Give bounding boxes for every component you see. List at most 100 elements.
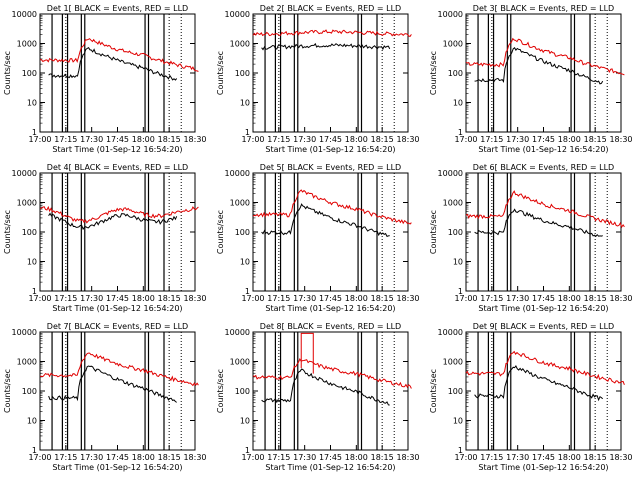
panel-title: Det 5[ BLACK = Events, RED = LLD (260, 163, 401, 172)
y-axis-label: Counts/sec (3, 369, 12, 413)
x-tick-label: 17:15 (267, 453, 290, 462)
panel-title: Det 9[ BLACK = Events, RED = LLD (473, 322, 614, 331)
x-tick-label: 17:15 (480, 453, 503, 462)
y-tick-label: 1000 (443, 199, 463, 208)
x-tick-label: 17:00 (241, 135, 264, 144)
y-axis-label: Counts/sec (3, 210, 12, 254)
y-tick-label: 10000 (225, 10, 250, 19)
x-tick-label: 18:00 (132, 135, 155, 144)
panel-title: Det 6[ BLACK = Events, RED = LLD (473, 163, 614, 172)
x-tick-label: 18:30 (396, 453, 419, 462)
detector-panel-9: Det 9[ BLACK = Events, RED = LLD Counts/s… (429, 322, 633, 472)
y-tick-label: 1 (32, 128, 37, 137)
panel-title: Det 3[ BLACK = Events, RED = LLD (473, 4, 614, 13)
x-tick-label: 18:15 (584, 294, 607, 303)
y-axis-label: Counts/sec (216, 210, 225, 254)
lld-series-line (465, 350, 625, 385)
x-axis-label: Start Time (01-Sep-12 16:54:20) (478, 463, 608, 472)
x-tick-label: 17:30 (506, 135, 529, 144)
detector-panel-6: Det 6[ BLACK = Events, RED = LLD Counts/s… (429, 163, 633, 313)
y-tick-label: 100 (235, 387, 250, 396)
y-tick-label: 100 (235, 228, 250, 237)
x-axis-label: Start Time (01-Sep-12 16:54:20) (52, 463, 182, 472)
x-tick-label: 18:30 (609, 294, 632, 303)
events-series-line (48, 212, 178, 231)
lld-series-line (252, 358, 412, 389)
panel-title: Det 2[ BLACK = Events, RED = LLD (260, 4, 401, 13)
events-series-line (261, 203, 390, 238)
panel-title: Det 4[ BLACK = Events, RED = LLD (47, 163, 188, 172)
x-tick-label: 17:15 (267, 294, 290, 303)
x-axis-label: Start Time (01-Sep-12 16:54:20) (265, 463, 395, 472)
lld-series-line (39, 352, 199, 387)
x-tick-label: 18:30 (183, 135, 206, 144)
y-tick-label: 10000 (225, 328, 250, 337)
x-tick-label: 17:45 (532, 135, 555, 144)
y-tick-label: 10000 (438, 10, 463, 19)
x-tick-label: 18:15 (584, 135, 607, 144)
x-tick-label: 17:00 (454, 135, 477, 144)
y-tick-label: 100 (448, 69, 463, 78)
y-tick-label: 10000 (12, 328, 37, 337)
x-tick-label: 18:00 (345, 135, 368, 144)
events-series-line (474, 365, 604, 402)
y-axis-label: Counts/sec (429, 51, 438, 95)
x-axis-label: Start Time (01-Sep-12 16:54:20) (478, 304, 608, 313)
y-tick-label: 10000 (12, 10, 37, 19)
x-tick-label: 17:15 (480, 135, 503, 144)
lld-series-line (465, 190, 625, 229)
y-tick-label: 1 (32, 446, 37, 455)
x-tick-label: 18:30 (609, 453, 632, 462)
events-series-line (474, 208, 603, 237)
detector-panel-5: Det 5[ BLACK = Events, RED = LLD Counts/s… (216, 163, 420, 313)
x-tick-label: 17:30 (80, 453, 103, 462)
x-tick-label: 17:45 (532, 294, 555, 303)
x-tick-label: 18:15 (371, 294, 394, 303)
y-tick-label: 1 (458, 128, 463, 137)
x-tick-label: 18:30 (609, 135, 632, 144)
x-tick-label: 17:45 (106, 294, 129, 303)
y-tick-label: 1 (245, 287, 250, 296)
x-tick-label: 17:30 (80, 135, 103, 144)
y-tick-label: 1000 (17, 199, 37, 208)
x-tick-label: 18:30 (183, 294, 206, 303)
events-series-line (48, 47, 178, 81)
y-tick-label: 10000 (438, 169, 463, 178)
y-tick-label: 1000 (17, 40, 37, 49)
x-tick-label: 17:30 (293, 135, 316, 144)
x-tick-label: 17:45 (106, 135, 129, 144)
y-tick-label: 10000 (438, 328, 463, 337)
events-series-line (261, 368, 390, 406)
x-tick-label: 18:00 (132, 453, 155, 462)
x-tick-label: 17:15 (54, 135, 77, 144)
detector-panel-2: Det 2[ BLACK = Events, RED = LLD Counts/s… (216, 4, 420, 154)
x-tick-label: 18:15 (158, 294, 181, 303)
lld-series-line (252, 189, 412, 225)
x-tick-label: 18:00 (345, 294, 368, 303)
detector-panel-8: Det 8[ BLACK = Events, RED = LLD Counts/s… (216, 322, 420, 472)
x-tick-label: 18:00 (558, 294, 581, 303)
y-tick-label: 100 (22, 387, 37, 396)
x-tick-label: 18:30 (183, 453, 206, 462)
panel-title: Det 1[ BLACK = Events, RED = LLD (47, 4, 188, 13)
x-axis-label: Start Time (01-Sep-12 16:54:20) (478, 145, 608, 154)
x-tick-label: 17:00 (28, 135, 51, 144)
events-series-line (48, 365, 177, 403)
events-series-line (474, 46, 604, 85)
y-axis-label: Counts/sec (216, 51, 225, 95)
y-tick-label: 10 (453, 258, 463, 267)
x-tick-label: 18:00 (132, 294, 155, 303)
x-axis-label: Start Time (01-Sep-12 16:54:20) (52, 304, 182, 313)
lld-spike (300, 332, 314, 374)
x-tick-label: 18:15 (158, 135, 181, 144)
y-tick-label: 1000 (443, 358, 463, 367)
x-tick-label: 17:00 (454, 294, 477, 303)
x-tick-label: 17:00 (28, 453, 51, 462)
y-tick-label: 1 (245, 446, 250, 455)
y-tick-label: 10 (240, 99, 250, 108)
y-tick-label: 100 (22, 228, 37, 237)
y-tick-label: 10 (27, 417, 37, 426)
x-tick-label: 18:30 (396, 294, 419, 303)
